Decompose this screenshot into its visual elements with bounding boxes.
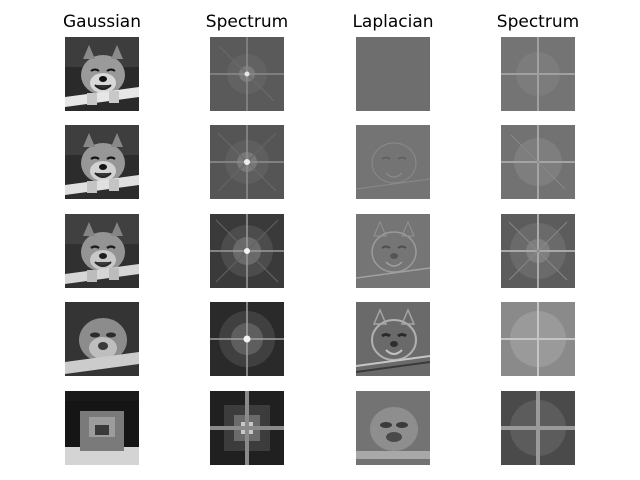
spectrum-image [501, 391, 575, 465]
gaussian-image-level-3 [65, 214, 139, 288]
laplacian-image-level-4 [356, 302, 430, 376]
gaussian-image-level-4 [65, 302, 139, 376]
laplacian-spectrum-level-3 [501, 214, 575, 288]
laplacian-spectrum-level-4 [501, 302, 575, 376]
dog-photo-image [65, 125, 139, 199]
spectrum-image [501, 214, 575, 288]
laplacian-spectrum-level-1 [501, 37, 575, 111]
laplacian-image [356, 37, 430, 111]
gaussian-image-level-5 [65, 391, 139, 465]
gaussian-spectrum-level-4 [210, 302, 284, 376]
dog-photo-image [65, 37, 139, 111]
spectrum-image [210, 37, 284, 111]
gaussian-spectrum-level-5 [210, 391, 284, 465]
laplacian-image-level-5 [356, 391, 430, 465]
laplacian-image [356, 391, 430, 465]
dog-photo-image [65, 302, 139, 376]
laplacian-image [356, 214, 430, 288]
spectrum-image [501, 125, 575, 199]
spectrum-image [210, 125, 284, 199]
gaussian-spectrum-level-2 [210, 125, 284, 199]
spectrum-image [210, 214, 284, 288]
laplacian-spectrum-level-2 [501, 125, 575, 199]
column-title-gaussian: Gaussian [63, 12, 141, 32]
laplacian-image [356, 125, 430, 199]
column-title-laplacian: Laplacian [352, 12, 434, 32]
laplacian-image [356, 302, 430, 376]
laplacian-spectrum-level-5 [501, 391, 575, 465]
gaussian-image-level-1 [65, 37, 139, 111]
laplacian-image-level-3 [356, 214, 430, 288]
spectrum-image [501, 37, 575, 111]
column-title-gaussian-spectrum: Spectrum [205, 12, 289, 32]
spectrum-image [210, 391, 284, 465]
dog-photo-image [65, 391, 139, 465]
spectrum-image [210, 302, 284, 376]
laplacian-image-level-1 [356, 37, 430, 111]
laplacian-image-level-2 [356, 125, 430, 199]
gaussian-spectrum-level-3 [210, 214, 284, 288]
gaussian-spectrum-level-1 [210, 37, 284, 111]
gaussian-image-level-2 [65, 125, 139, 199]
column-title-laplacian-spectrum: Spectrum [496, 12, 580, 32]
spectrum-image [501, 302, 575, 376]
dog-photo-image [65, 214, 139, 288]
